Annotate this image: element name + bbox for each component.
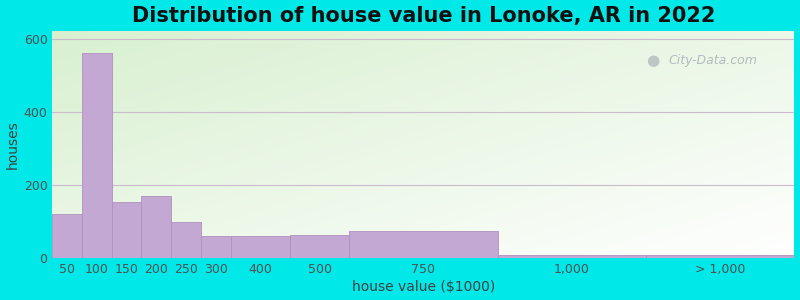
Text: City-Data.com: City-Data.com	[668, 54, 757, 67]
Title: Distribution of house value in Lonoke, AR in 2022: Distribution of house value in Lonoke, A…	[132, 6, 715, 26]
Bar	[82, 53, 112, 258]
Y-axis label: houses: houses	[6, 121, 19, 169]
Bar	[142, 196, 171, 258]
Bar	[112, 202, 142, 258]
Bar	[646, 255, 794, 258]
Bar	[201, 236, 230, 258]
Bar	[498, 256, 646, 258]
Bar	[171, 222, 201, 258]
Bar	[290, 235, 350, 258]
Bar	[350, 231, 498, 258]
Bar	[53, 214, 82, 258]
X-axis label: house value ($1000): house value ($1000)	[352, 280, 495, 294]
Bar	[230, 236, 290, 258]
Text: ●: ●	[646, 53, 659, 68]
